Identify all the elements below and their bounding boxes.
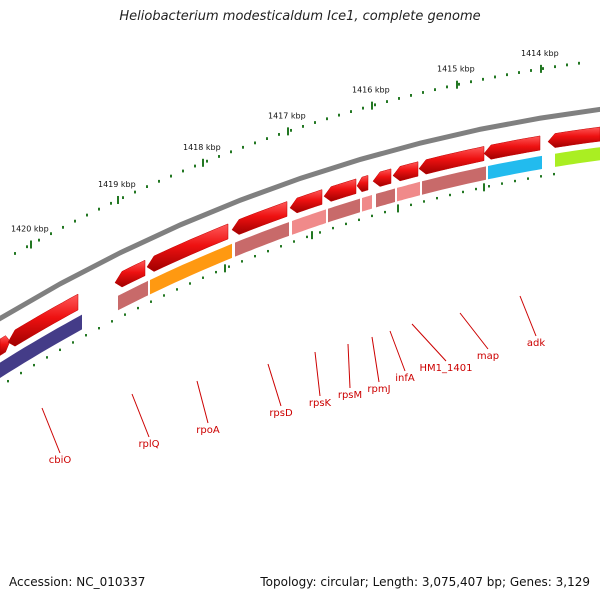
label-leader: [41, 407, 61, 454]
gene-label-rpsk: rpsK: [309, 398, 332, 409]
gene-arrows: [0, 126, 600, 356]
ruler-kbp-label: 1418 kbp: [183, 143, 221, 152]
gene-label-rpmj: rpmJ: [367, 384, 390, 395]
gene-label-infa: infA: [395, 373, 415, 384]
map-bar: [422, 166, 486, 195]
gene-label-map: map: [477, 351, 499, 362]
rpmJ-bar: [362, 195, 372, 212]
label-leader: [389, 330, 406, 372]
topology-summary: Topology: circular; Length: 3,075,407 bp…: [260, 575, 590, 589]
gene-arrow: [392, 161, 419, 182]
ruler-kbp-label: 1417 kbp: [268, 111, 306, 120]
cbiO-bar: [0, 314, 82, 378]
gene-arrow: [114, 259, 146, 288]
feature-bars: [0, 147, 600, 378]
ruler-kbp-label: 1416 kbp: [352, 86, 390, 95]
ruler-kbp-label: 1414 kbp: [521, 49, 559, 58]
label-leader: [371, 336, 380, 383]
gene-label-adk: adk: [527, 338, 545, 349]
adk-bar: [488, 155, 542, 180]
HM1_1401-bar: [397, 181, 420, 202]
rplQ-bar: [118, 280, 148, 311]
gene-arrow: [547, 126, 600, 148]
rpsD-bar: [235, 222, 289, 257]
gene-arrow: [323, 178, 357, 202]
gene-label-rplq: rplQ: [138, 439, 159, 450]
rpsM-bar: [328, 198, 360, 223]
gene-label-rpsm: rpsM: [338, 390, 362, 401]
label-leader: [411, 323, 447, 362]
genome-backbone: [0, 106, 600, 322]
accession-text: Accession: NC_010337: [9, 575, 146, 589]
gene-label-rpoa: rpoA: [196, 425, 220, 436]
label-leader: [519, 295, 537, 337]
ruler-kbp-label: 1419 kbp: [98, 180, 136, 189]
gene-label-hm1_1401: HM1_1401: [420, 363, 473, 374]
infA-bar: [376, 188, 395, 208]
label-leader: [347, 343, 351, 389]
gene-arrow: [372, 168, 392, 187]
gene-arrow: [0, 335, 11, 356]
map-title: Heliobacterium modesticaldum Ice1, compl…: [119, 9, 481, 24]
gene-arrow: [7, 293, 79, 347]
label-leader-lines: [41, 295, 537, 454]
label-leader: [314, 351, 321, 397]
rpsK-bar: [292, 209, 326, 235]
label-leader: [196, 380, 209, 424]
rpoA-bar: [150, 243, 232, 295]
backbone-ring: [0, 106, 600, 322]
ruler-kbp-label: 1420 kbp: [11, 225, 49, 234]
gene-label-rpsd: rpsD: [269, 408, 293, 419]
gene-arrow: [483, 135, 541, 160]
kbp-ruler: 1420 kbp 1419 kbp 1418 kbp 1417 kbp 1416 kbp…: [7, 49, 580, 383]
gene-arrow: [231, 201, 288, 235]
gene-label-cbio: cbiO: [49, 455, 72, 466]
ruler-kbp-label: 1415 kbp: [437, 65, 475, 74]
label-leader: [267, 363, 282, 407]
gene-labels: cbiO rplQ rpoA rpsD rpsK rpsM rpmJ infA HM1_1401…: [49, 338, 546, 466]
label-leader: [131, 393, 150, 438]
gene-arrow: [356, 175, 369, 193]
gene-arrow: [289, 189, 323, 214]
label-leader: [459, 312, 489, 350]
right-gene-bar: [555, 147, 600, 167]
gene-arrow: [418, 146, 485, 175]
gene-arrow: [146, 223, 229, 272]
